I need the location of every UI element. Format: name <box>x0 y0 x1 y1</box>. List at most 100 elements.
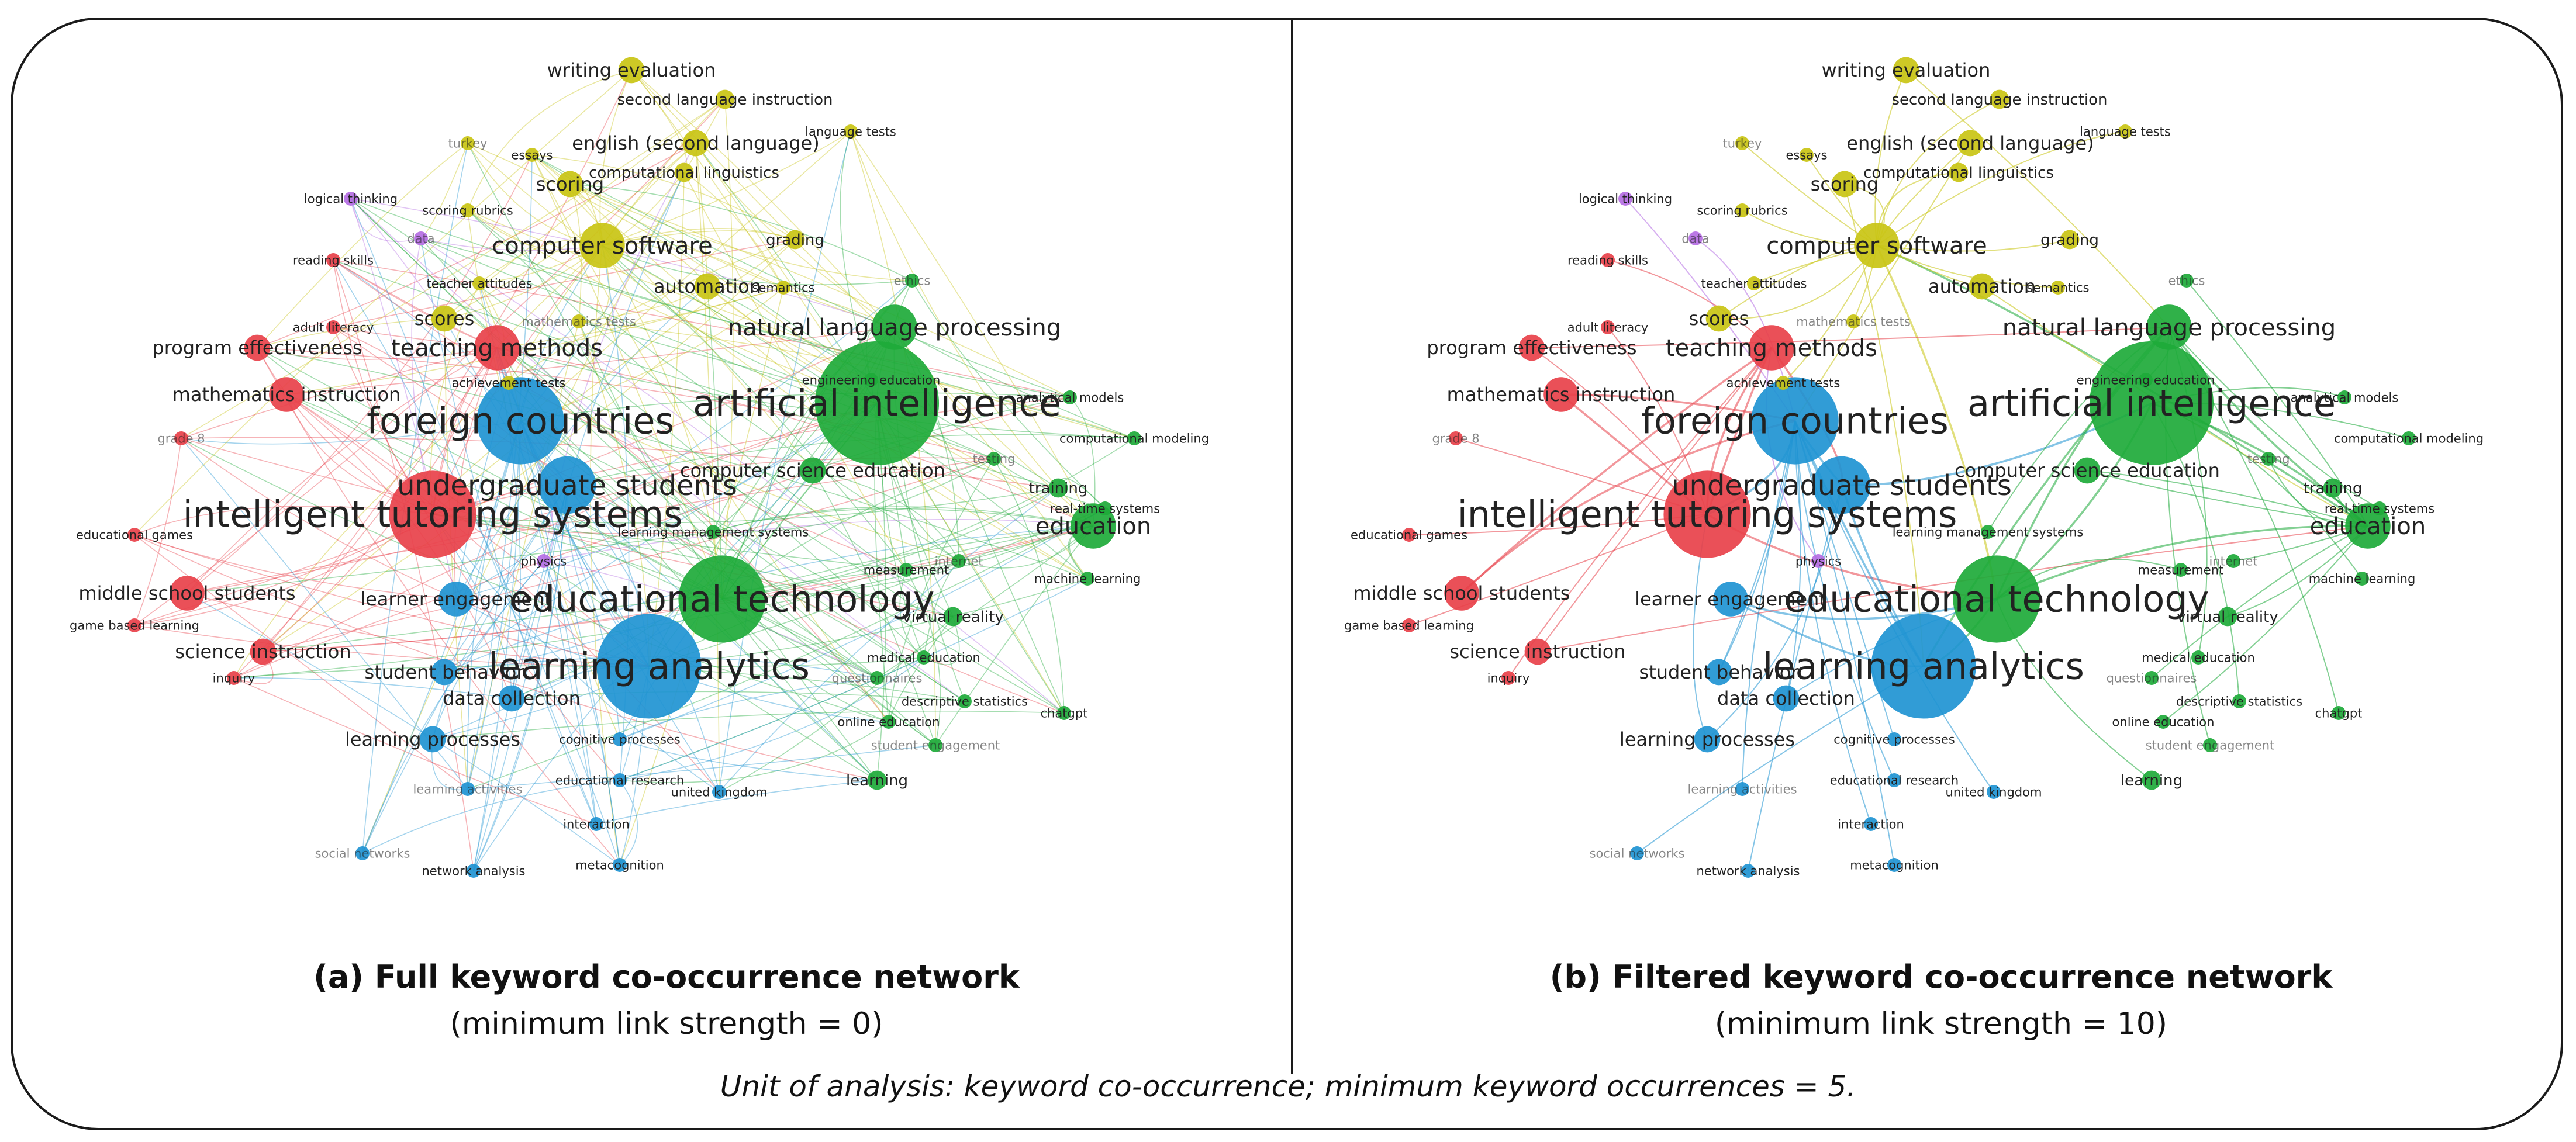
network-edge <box>1718 245 1877 320</box>
label-scoring: scoring <box>1811 173 1879 195</box>
node-writing-evaluation <box>618 57 645 84</box>
node-artificial-intelligence <box>815 341 939 465</box>
network-edge <box>496 347 889 722</box>
network-edge <box>444 318 468 790</box>
network-edge <box>1783 245 1877 383</box>
label-physics: physics <box>1795 554 1841 568</box>
node-scoring-rubrics <box>1735 203 1749 217</box>
node-physics <box>537 554 551 568</box>
node-language-tests <box>2118 124 2132 139</box>
label-teacher-attitudes: teacher attitudes <box>1701 276 1807 290</box>
node-essays <box>525 148 539 162</box>
node-teaching-methods <box>474 325 520 371</box>
label-natural-language-processing: natural language processing <box>728 314 1061 341</box>
network-edge <box>333 259 907 570</box>
label-testing: testing <box>2247 452 2290 466</box>
node-analytical-models <box>2337 390 2351 404</box>
network-edge <box>257 143 696 348</box>
network-edge <box>467 420 521 790</box>
node-student-behavior <box>431 659 458 686</box>
node-learning-activities <box>461 782 475 796</box>
label-computational-modeling: computational modeling <box>2334 431 2484 445</box>
node-educational-research <box>613 773 627 787</box>
network-edge <box>520 420 1065 714</box>
network-edge <box>432 487 1059 524</box>
label-interaction: interaction <box>563 817 630 831</box>
label-grade-8: grade 8 <box>1432 431 1479 445</box>
node-automation <box>1969 273 1995 300</box>
node-foreign-countries <box>476 377 564 465</box>
network-edge <box>181 438 650 667</box>
network-edge <box>333 259 474 871</box>
network-edge <box>602 245 907 570</box>
node-inquiry <box>1501 671 1515 685</box>
network-edge <box>567 485 965 702</box>
label-ethics: ethics <box>894 274 931 288</box>
network-edge <box>1876 239 2070 252</box>
network-edge <box>467 210 959 562</box>
network-edge <box>2087 470 2368 527</box>
node-metacognition <box>613 858 627 872</box>
network-edge <box>713 506 1094 532</box>
label-science-instruction: science instruction <box>175 641 351 663</box>
label-teaching-methods: teaching methods <box>391 335 603 362</box>
label-internet: internet <box>934 554 983 568</box>
network-edge <box>444 143 696 319</box>
network-edge <box>1408 514 1708 626</box>
label-reading-skills: reading skills <box>1567 253 1648 267</box>
network-edge <box>257 143 468 348</box>
label-middle-school-students: middle school students <box>78 582 295 604</box>
network-edge <box>473 485 568 871</box>
label-scoring-rubrics: scoring rubrics <box>1697 203 1787 217</box>
label-adult-literacy: adult literacy <box>1567 320 1649 334</box>
node-united-kingdom <box>712 785 726 799</box>
network-edge <box>181 438 889 722</box>
node-educational-research <box>1887 773 1901 787</box>
node-training <box>1048 478 1068 498</box>
network-edge <box>531 154 813 471</box>
label-inquiry: inquiry <box>1487 671 1530 685</box>
label-education: education <box>1035 513 1151 540</box>
network-edge <box>894 327 1135 439</box>
network-edge <box>631 70 784 288</box>
network-edge <box>467 420 521 790</box>
network-edge <box>1876 131 2126 246</box>
label-learning-activities: learning activities <box>1687 782 1797 796</box>
network-edge <box>993 458 1106 509</box>
network-edge <box>1531 327 2170 348</box>
network-edge <box>619 721 889 783</box>
network-edge <box>1905 70 2170 328</box>
node-network-analysis <box>467 864 481 878</box>
label-student-engagement: student engagement <box>2146 738 2275 752</box>
node-teacher-attitudes <box>472 276 486 290</box>
network-edge <box>648 172 685 667</box>
label-network-analysis: network analysis <box>1697 864 1800 878</box>
node-physics <box>1811 554 1825 568</box>
network-edge <box>134 99 726 626</box>
node-grade-8 <box>174 431 188 445</box>
network-edge <box>1636 666 1924 854</box>
label-learning-management-systems: learning management systems <box>618 525 809 539</box>
network-edge <box>812 470 936 746</box>
node-chatgpt <box>2332 706 2346 720</box>
node-interaction <box>1864 817 1878 831</box>
node-student-behavior <box>1705 659 1732 686</box>
node-grading <box>785 230 805 250</box>
node-educational-games <box>1402 528 1416 542</box>
network-edge <box>1794 143 1971 421</box>
node-online-education <box>882 715 896 729</box>
node-semantics <box>2051 281 2065 295</box>
network-edge <box>683 172 907 570</box>
node-training <box>2323 478 2343 498</box>
label-middle-school-students: middle school students <box>1353 582 1570 604</box>
network-edge <box>257 347 498 360</box>
network-edge <box>467 70 632 211</box>
network-edge <box>432 560 544 740</box>
label-educational-technology: educational technology <box>510 578 935 621</box>
network-edge <box>233 677 597 825</box>
network-edge <box>432 245 603 515</box>
panel-divider <box>1291 18 1293 1074</box>
node-automation <box>694 273 721 300</box>
full-network-graph: artificial intelligence foreign countries… <box>70 57 1209 878</box>
node-natural-language-processing <box>2146 304 2192 350</box>
